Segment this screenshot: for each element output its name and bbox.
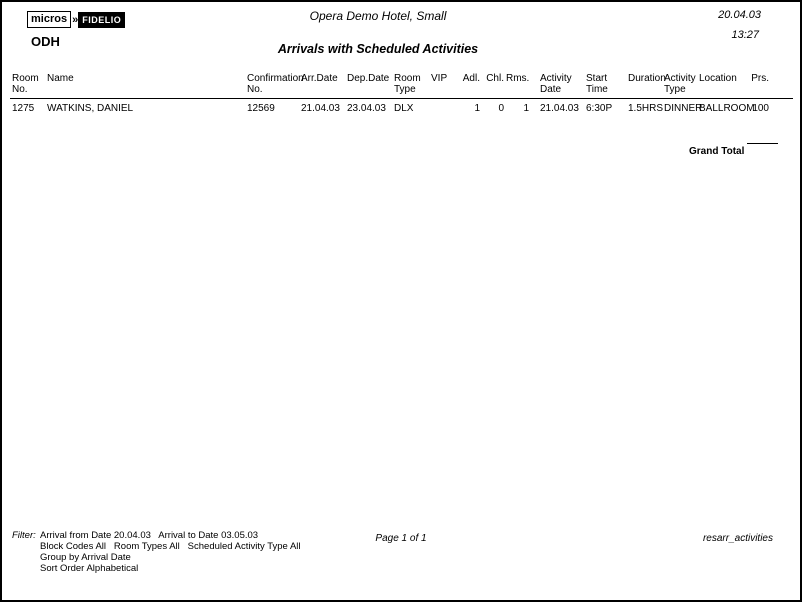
filter-criteria: Arrival from Date 20.04.03 Arrival to Da… (40, 530, 301, 574)
table-header-rule (10, 98, 793, 99)
table-cell: 1.5HRS (628, 103, 664, 114)
property-code: ODH (31, 34, 60, 49)
filter-line: Group by Arrival Date (40, 552, 131, 563)
column-header: Name (47, 73, 74, 84)
table-cell: 6:30P (586, 103, 613, 114)
column-header: Arr.Date (301, 73, 338, 84)
table-cell: WATKINS, DANIEL (47, 103, 134, 114)
table-cell: DLX (394, 103, 414, 114)
report-file-name: resarr_activities (702, 533, 773, 544)
filter-line: Sort Order Alphabetical (40, 563, 139, 574)
table-cell: 23.04.03 (347, 103, 386, 114)
column-header: Start Time (586, 73, 608, 95)
column-header: Dep.Date (347, 73, 390, 84)
filter-label: Filter: (12, 530, 36, 541)
micros-fidelio-logo: micros » FIDELIO (27, 11, 126, 28)
table-cell: BALLROOM (699, 103, 755, 114)
table-cell: DINNER (664, 103, 703, 114)
logo-arrow-icon: » (72, 13, 79, 26)
micros-logo-text: micros (27, 11, 72, 28)
table-cell: 0 (498, 103, 504, 114)
column-header: Rms. (506, 73, 530, 84)
column-header: Confirmation No. (247, 73, 304, 95)
column-header: Adl. (462, 73, 480, 84)
table-cell: 21.04.03 (301, 103, 340, 114)
filter-line: Block Codes All Room Types All Scheduled… (40, 541, 301, 552)
column-header: Location (699, 73, 737, 84)
column-header: VIP (431, 73, 448, 84)
table-cell: 1 (474, 103, 480, 114)
table-cell: 100 (752, 103, 769, 114)
page-number: Page 1 of 1 (375, 533, 427, 544)
report-time: 13:27 (731, 29, 759, 41)
table-cell: 1 (523, 103, 529, 114)
column-header: Chl. (486, 73, 504, 84)
grand-total-label: Grand Total (689, 146, 745, 157)
grand-total-rule (747, 143, 778, 144)
table-cell: 1275 (12, 103, 35, 114)
column-header: Room No. (12, 73, 39, 95)
report-date: 20.04.03 (718, 9, 761, 21)
table-cell: 12569 (247, 103, 275, 114)
column-header: Activity Date (540, 73, 572, 95)
column-header: Prs. (751, 73, 769, 84)
table-cell: 21.04.03 (540, 103, 579, 114)
column-header: Room Type (394, 73, 421, 95)
hotel-name: Opera Demo Hotel, Small (309, 9, 447, 23)
filter-line: Arrival from Date 20.04.03 Arrival to Da… (40, 530, 259, 541)
column-header: Activity Type (664, 73, 696, 95)
fidelio-logo-text: FIDELIO (78, 11, 126, 28)
column-header: Duration (628, 73, 666, 84)
report-title: Arrivals with Scheduled Activities (277, 42, 479, 56)
